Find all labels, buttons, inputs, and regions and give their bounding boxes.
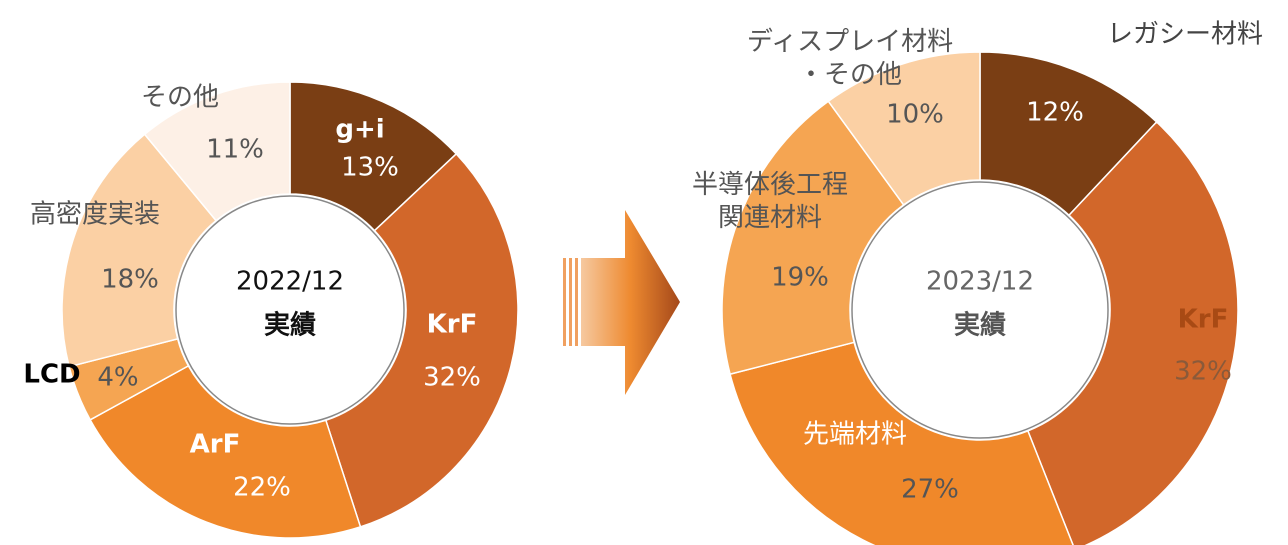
category-label: KrF (1178, 305, 1229, 335)
value-label: 12% (1026, 98, 1084, 128)
category-label: レガシー材料 (1107, 20, 1263, 50)
donut-slice (143, 81, 291, 222)
value-label: 19% (771, 263, 829, 293)
center-subtitle: 実績 (264, 310, 316, 341)
value-label: 32% (423, 363, 481, 393)
donut-slice (721, 100, 905, 376)
category-label: KrF (427, 310, 478, 340)
value-label: 27% (901, 475, 959, 505)
category-label: ディスプレイ材料・その他 (747, 27, 953, 90)
category-label: 半導体後工程関連材料 (692, 170, 848, 233)
value-label: 18% (101, 265, 159, 295)
category-label: g+i (335, 115, 384, 145)
donut-hole (175, 195, 405, 425)
value-label: 22% (233, 473, 291, 503)
category-label: ArF (190, 430, 241, 460)
category-label: 先端材料 (803, 420, 907, 450)
donut-slice (324, 152, 519, 528)
donut-slice (729, 341, 1074, 545)
category-label: LCD (23, 360, 80, 390)
value-label: 13% (341, 153, 399, 183)
center-title: 2022/12 (236, 267, 344, 297)
value-label: 10% (886, 100, 944, 130)
value-label: 11% (206, 135, 264, 165)
donut-hole (851, 181, 1109, 439)
donut-slice (1026, 120, 1239, 545)
category-label: 高密度実装 (30, 200, 160, 230)
center-title: 2023/12 (926, 267, 1034, 297)
donut-slice (827, 51, 981, 206)
donut-slice (61, 133, 218, 368)
value-label: 32% (1174, 357, 1232, 387)
arrow (563, 210, 680, 395)
category-label: その他 (141, 83, 219, 113)
value-label: 4% (97, 363, 138, 393)
donut-slice (89, 364, 362, 539)
center-subtitle: 実績 (954, 310, 1006, 341)
